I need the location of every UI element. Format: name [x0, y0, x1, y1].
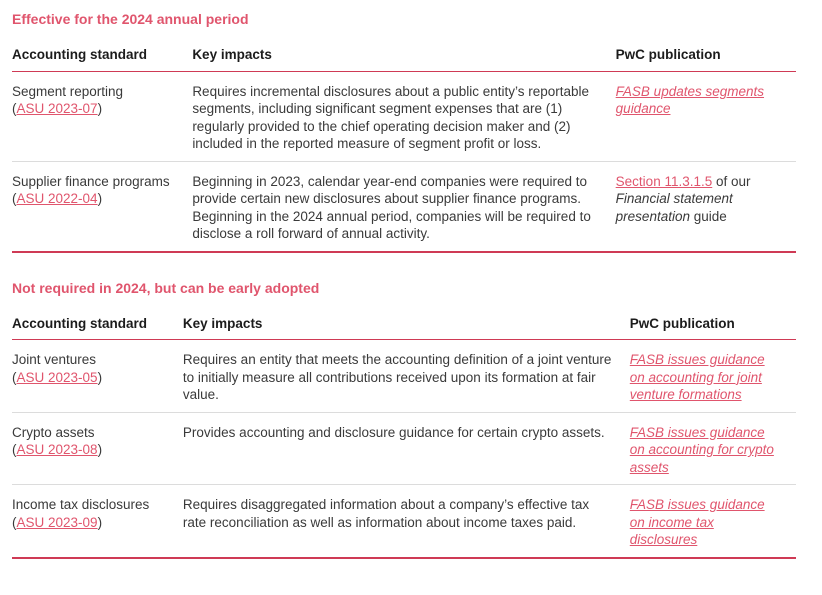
standards-table-effective-2024: Accounting standard Key impacts PwC publ… [12, 40, 796, 253]
standard-cell: Crypto assets (ASU 2023-08) [12, 411, 183, 485]
standard-asu: (ASU 2023-09) [12, 514, 103, 530]
asu-link[interactable]: ASU 2023-08 [16, 442, 98, 457]
publication-cell: FASB issues guidance on accounting for j… [630, 340, 796, 413]
publication-cell: FASB issues guidance on accounting for c… [629, 411, 796, 485]
table-row: Segment reporting (ASU 2023-07) Requires … [12, 71, 796, 161]
standard-asu: (ASU 2023-08) [12, 442, 103, 457]
section-effective-2024: Effective for the 2024 annual period Acc… [12, 10, 796, 253]
impact-cell: Beginning in 2023, calendar year-end com… [192, 160, 616, 252]
section-heading-effective-2024: Effective for the 2024 annual period [12, 11, 249, 27]
publication-link[interactable]: FASB issues guidance on income tax discl… [629, 497, 765, 547]
standard-cell: Segment reporting (ASU 2023-07) [12, 71, 192, 161]
publication-cell: Section 11.3.1.5 of our Financial statem… [615, 160, 796, 252]
standard-name: Joint ventures [12, 352, 97, 367]
impact-text: Provides accounting and disclosure guida… [182, 424, 605, 440]
standards-table-early-adopt: Accounting standard Key impacts PwC publ… [12, 308, 796, 559]
asu-link[interactable]: ASU 2023-09 [16, 514, 98, 530]
impact-cell: Provides accounting and disclosure guida… [182, 411, 630, 485]
publication-text: of our [712, 173, 751, 189]
standard-name: Crypto assets [12, 424, 95, 440]
standard-cell: Supplier finance programs (ASU 2022-04) [12, 160, 193, 252]
publication-text: guide [689, 208, 727, 224]
table-row: Supplier finance programs (ASU 2022-04) B… [12, 160, 796, 252]
table-row: Income tax disclosures (ASU 2023-09) Requ… [12, 484, 796, 558]
column-header-accounting-standard: Accounting standard [12, 40, 193, 72]
standard-asu: (ASU 2023-05) [12, 369, 103, 385]
standard-asu: (ASU 2023-07) [12, 101, 103, 116]
standard-cell: Income tax disclosures (ASU 2023-09) [12, 484, 183, 558]
column-header-key-impacts: Key impacts [182, 308, 630, 340]
standard-cell: Joint ventures (ASU 2023-05) [12, 340, 183, 413]
publication-cell: FASB updates segments guidance [616, 71, 796, 161]
publication-link[interactable]: FASB issues guidance on accounting for j… [629, 352, 765, 402]
column-header-pwc-publication: PwC publication [615, 40, 796, 72]
impact-text: Requires incremental disclosures about a… [192, 83, 590, 152]
table-row: Joint ventures (ASU 2023-05) Requires an … [12, 340, 796, 413]
page: Effective for the 2024 annual period Acc… [12, 10, 796, 559]
publication-link[interactable]: FASB issues guidance on accounting for c… [629, 424, 774, 475]
column-header-pwc-publication: PwC publication [629, 308, 796, 340]
standard-asu: (ASU 2022-04) [12, 191, 103, 206]
table-header-row: Accounting standard Key impacts PwC publ… [12, 308, 796, 340]
publication-link[interactable]: FASB updates segments guidance [615, 83, 765, 117]
publication-link[interactable]: Section 11.3.1.5 [615, 173, 713, 189]
standard-name: Income tax disclosures [12, 497, 150, 512]
column-header-key-impacts: Key impacts [192, 40, 616, 72]
publication-text-italic: Financial statement presentation [615, 191, 733, 224]
publication-cell: FASB issues guidance on income tax discl… [629, 484, 796, 558]
impact-cell: Requires an entity that meets the accoun… [183, 340, 630, 413]
asu-link[interactable]: ASU 2022-04 [16, 191, 98, 206]
table-header-row: Accounting standard Key impacts PwC publ… [12, 40, 796, 72]
section-early-adopt: Not required in 2024, but can be early a… [12, 279, 796, 559]
section-heading-early-adopt: Not required in 2024, but can be early a… [12, 279, 320, 296]
asu-link[interactable]: ASU 2023-05 [16, 369, 98, 385]
impact-cell: Requires disaggregated information about… [182, 484, 630, 558]
table-row: Crypto assets (ASU 2023-08) Provides acco… [12, 411, 796, 485]
table-body: Joint ventures (ASU 2023-05) Requires an … [12, 340, 796, 558]
standard-name: Segment reporting [12, 83, 124, 99]
impact-text: Requires an entity that meets the accoun… [182, 352, 612, 402]
table-body: Segment reporting (ASU 2023-07) Requires … [12, 71, 796, 252]
column-header-accounting-standard: Accounting standard [12, 308, 183, 340]
impact-cell: Requires incremental disclosures about a… [192, 71, 615, 161]
standard-name: Supplier finance programs [12, 173, 170, 189]
impact-text: Beginning in 2023, calendar year-end com… [192, 173, 591, 242]
asu-link[interactable]: ASU 2023-07 [16, 101, 98, 116]
impact-text: Requires disaggregated information about… [182, 497, 590, 530]
